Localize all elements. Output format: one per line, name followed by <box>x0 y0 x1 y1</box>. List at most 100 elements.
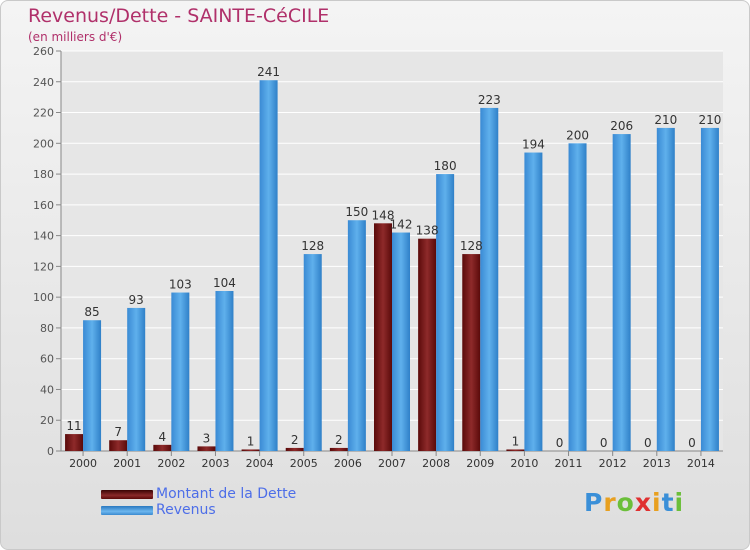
data-label-dette: 0 <box>556 436 564 450</box>
bar-revenus <box>568 143 587 452</box>
y-tick-label: 40 <box>40 383 54 396</box>
chart-title: Revenus/Dette - SAINTE-CéCILE <box>28 5 330 27</box>
data-label-dette: 138 <box>416 224 439 238</box>
logo-letter: P <box>584 488 604 517</box>
y-tick-label: 100 <box>33 291 54 304</box>
data-label-revenus: 104 <box>213 276 236 290</box>
x-tick-label: 2007 <box>378 457 406 470</box>
data-label-revenus: 150 <box>345 205 368 219</box>
data-label-dette: 128 <box>460 239 483 253</box>
bar-dette <box>241 449 260 451</box>
y-tick-label: 240 <box>33 76 54 89</box>
y-tick-label: 200 <box>33 137 54 150</box>
bar-dette <box>285 447 304 451</box>
bar-revenus <box>700 127 719 451</box>
logo-letter: o <box>616 488 635 517</box>
x-tick-label: 2008 <box>422 457 450 470</box>
data-label-dette: 2 <box>335 433 343 447</box>
x-tick-label: 2013 <box>643 457 671 470</box>
data-label-revenus: 206 <box>610 119 633 133</box>
y-tick-label: 0 <box>47 445 54 458</box>
y-tick-label: 80 <box>40 322 54 335</box>
x-tick-label: 2009 <box>466 457 494 470</box>
data-label-dette: 11 <box>66 419 81 433</box>
proxiti-logo: Proxiti <box>584 488 684 517</box>
data-label-dette: 2 <box>291 433 299 447</box>
data-label-revenus: 103 <box>169 278 192 292</box>
bar-dette <box>197 446 216 451</box>
bar-dette <box>109 440 128 451</box>
y-tick-label: 260 <box>33 45 54 58</box>
logo-letter: i <box>674 488 685 517</box>
y-tick-label: 180 <box>33 168 54 181</box>
logo-letter: i <box>652 488 662 517</box>
x-tick-label: 2001 <box>113 457 141 470</box>
bar-revenus <box>656 127 675 451</box>
bar-dette <box>506 449 525 451</box>
data-label-dette: 3 <box>203 431 211 445</box>
data-label-dette: 0 <box>644 436 652 450</box>
data-label-revenus: 210 <box>654 113 677 127</box>
data-label-revenus: 142 <box>390 218 413 232</box>
data-label-dette: 4 <box>159 430 167 444</box>
legend-swatch-revenus <box>101 506 153 515</box>
data-label-dette: 148 <box>372 208 395 222</box>
bar-dette <box>374 223 392 451</box>
bar-revenus <box>392 232 410 451</box>
logo-letter: t <box>661 488 675 517</box>
bar-dette <box>462 254 481 451</box>
bar-revenus <box>436 174 455 452</box>
logo-letter: r <box>603 488 617 517</box>
data-label-revenus: 180 <box>434 159 457 173</box>
data-label-dette: 1 <box>512 434 520 448</box>
x-tick-label: 2014 <box>687 457 715 470</box>
bar-dette <box>153 444 172 451</box>
y-tick-label: 220 <box>33 107 54 120</box>
x-tick-label: 2004 <box>246 457 274 470</box>
y-tick-label: 120 <box>33 260 54 273</box>
data-label-dette: 7 <box>114 425 122 439</box>
data-label-revenus: 223 <box>478 93 501 107</box>
x-tick-label: 2002 <box>157 457 185 470</box>
x-tick-label: 2006 <box>334 457 362 470</box>
data-label-dette: 0 <box>600 436 608 450</box>
legend-label-revenus: Revenus <box>156 502 216 518</box>
data-label-revenus: 128 <box>301 239 324 253</box>
x-tick-label: 2005 <box>290 457 318 470</box>
y-tick-label: 60 <box>40 353 54 366</box>
chart-subtitle: (en milliers d'€) <box>28 30 123 44</box>
data-label-dette: 0 <box>688 436 696 450</box>
data-label-revenus: 210 <box>698 113 721 127</box>
bar-revenus <box>347 220 366 451</box>
logo-letter: x <box>634 488 652 517</box>
legend-swatch-dette <box>101 490 153 499</box>
bar-revenus <box>612 134 631 452</box>
bar-revenus <box>83 320 102 451</box>
bar-dette <box>329 447 348 451</box>
data-label-revenus: 200 <box>566 128 589 142</box>
data-label-revenus: 194 <box>522 138 545 152</box>
data-label-revenus: 93 <box>129 293 144 307</box>
bar-revenus <box>524 152 543 452</box>
y-tick-label: 140 <box>33 230 54 243</box>
bar-dette <box>418 238 437 451</box>
y-tick-label: 20 <box>40 414 54 427</box>
y-tick-label: 160 <box>33 199 54 212</box>
data-label-dette: 1 <box>247 434 255 448</box>
x-tick-label: 2010 <box>510 457 538 470</box>
bar-revenus <box>215 291 234 451</box>
x-tick-label: 2012 <box>599 457 627 470</box>
bar-revenus <box>303 254 322 451</box>
x-tick-label: 2000 <box>69 457 97 470</box>
legend-label-dette: Montant de la Dette <box>156 486 297 502</box>
bar-revenus <box>171 292 190 451</box>
data-label-revenus: 85 <box>84 305 99 319</box>
bar-dette <box>65 434 84 451</box>
bar-revenus <box>259 80 278 451</box>
x-tick-label: 2011 <box>555 457 583 470</box>
x-tick-label: 2003 <box>201 457 229 470</box>
bar-revenus <box>127 307 146 451</box>
bar-revenus <box>480 107 499 451</box>
